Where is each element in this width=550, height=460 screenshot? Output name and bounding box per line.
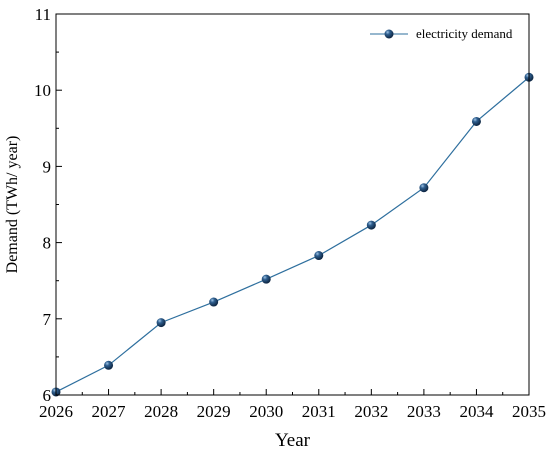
y-tick-label: 10 bbox=[34, 81, 51, 100]
y-axis-title: Demand (TWh/ year) bbox=[4, 136, 21, 274]
legend-label: electricity demand bbox=[416, 26, 513, 41]
y-tick-label: 8 bbox=[43, 234, 52, 253]
x-tick-label: 2032 bbox=[354, 402, 388, 421]
x-tick-label: 2026 bbox=[39, 402, 73, 421]
x-tick-label: 2028 bbox=[144, 402, 178, 421]
x-tick-label: 2033 bbox=[407, 402, 441, 421]
y-tick-label: 7 bbox=[43, 310, 52, 329]
data-point bbox=[261, 274, 271, 284]
x-tick-label: 2027 bbox=[92, 402, 127, 421]
y-tick-label: 11 bbox=[35, 5, 51, 24]
legend: electricity demand bbox=[370, 26, 513, 41]
y-tick-label: 6 bbox=[43, 386, 52, 405]
legend-marker bbox=[384, 29, 394, 39]
x-tick-label: 2029 bbox=[197, 402, 231, 421]
y-tick-label: 9 bbox=[43, 157, 52, 176]
data-point bbox=[366, 220, 376, 230]
x-axis-title: Year bbox=[275, 430, 311, 451]
data-point bbox=[419, 183, 429, 193]
x-tick-label: 2035 bbox=[512, 402, 546, 421]
series-line-electricity-demand bbox=[55, 76, 530, 393]
x-tick-label: 2031 bbox=[302, 402, 336, 421]
data-point bbox=[471, 116, 481, 126]
x-tick-label: 2034 bbox=[459, 402, 494, 421]
x-tick-label: 2030 bbox=[249, 402, 283, 421]
data-point bbox=[314, 251, 324, 261]
data-point bbox=[156, 318, 166, 328]
data-point bbox=[209, 297, 219, 307]
data-point bbox=[104, 360, 114, 370]
plot-area-frame bbox=[55, 13, 530, 396]
